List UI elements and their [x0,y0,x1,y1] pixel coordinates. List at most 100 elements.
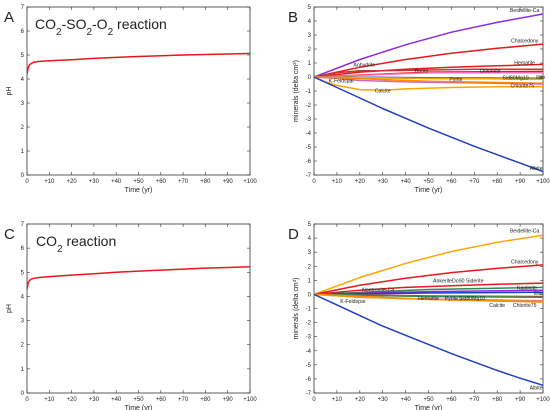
panel-d-plot: 0 +10 +20 +30 +40 +50 +60 +70 +80 +90 +100 -7 -6 -5 -4… [293,222,550,410]
y-tick-label: 6 [21,29,25,35]
y-tick-label: -6 [306,159,312,165]
x-tick-label: +80 [492,397,503,403]
x-tick-label: +60 [446,397,457,403]
x-tick-label: +70 [178,179,189,185]
series-line-chlorite75 [314,293,543,303]
x-tick-label: +90 [223,397,234,403]
x-tick-label: +80 [200,179,211,185]
series-line-ph [27,52,250,75]
panel-a-x-axis-title: Time (yr) [125,187,153,194]
y-tick-label: 1 [308,61,312,67]
x-tick-label: +30 [378,397,389,403]
series-label-chlorite75: Chlorite75 [511,83,535,89]
x-tick-label: +20 [355,397,366,403]
y-tick-label: 4 [21,77,25,83]
y-tick-label: 4 [308,19,312,25]
panel-a-plot: 0 +10 +20 +30 +40 +50 +60 +70 +80 +90 +100 0 1 2 3 4 5 6 7… [6,5,257,194]
y-tick-label: 5 [308,222,312,228]
panel-c-x-axis-title: Time (yr) [125,405,153,410]
x-tick-label: +40 [111,397,122,403]
series-label-beidellite-ca: Beidellite-Ca [510,8,540,14]
series-line-illite [314,291,543,296]
panel-d-y-axis-title: minerals (delta cm³) [293,278,300,340]
y-tick-label: 7 [21,5,25,11]
panel-b-plot: 0 +10 +20 +30 +40 +50 +60 +70 +80 +90 +100 -7 -6 -5 -4… [293,5,550,194]
panel-c-letter: C [4,226,15,243]
panel-b-x-axis-title: Time (yr) [415,187,443,194]
y-tick-label: 1 [21,149,25,155]
series-line-dolomite [314,72,543,78]
series-label-nontronite-ca: Nontronite-Ca [362,287,394,293]
x-tick-label: +100 [243,179,257,185]
x-tick-label: +80 [200,397,211,403]
panel-b-series-group [314,13,543,173]
series-label-chalcedony: Chalcedony [511,39,539,45]
series-label-pyrite: Pyrite [449,77,462,83]
x-tick-label: +20 [67,397,78,403]
y-tick-label: 0 [21,391,25,397]
y-tick-label: 0 [21,173,25,179]
y-tick-label: -1 [306,307,312,313]
y-tick-label: 4 [21,294,25,300]
x-tick-label: +60 [156,397,167,403]
y-tick-label: 2 [21,343,25,349]
x-tick-label: +100 [536,179,550,185]
y-tick-label: 5 [308,5,312,11]
x-tick-label: +90 [515,179,526,185]
x-tick-label: +50 [423,397,434,403]
y-tick-label: -2 [306,103,312,109]
x-tick-label: +40 [401,397,412,403]
x-tick-label: +60 [156,179,167,185]
y-tick-label: 0 [308,292,312,298]
series-line-pyrite [314,76,543,80]
y-tick-label: 3 [21,101,25,107]
series-line-albite [314,293,543,386]
panel-a-title: CO2-SO2-O2 reaction [35,16,167,38]
series-label-barite: Barite [415,69,429,75]
series-label-hematite: Hematite [514,60,535,66]
panel-a-letter: A [4,9,14,26]
series-label-albite: Albite [530,166,543,172]
x-tick-label: +20 [67,179,78,185]
panel-d: D [288,226,299,243]
series-line-beidellite-ca [314,234,543,296]
panel-a: A [4,9,14,26]
y-tick-label: 6 [21,246,25,252]
x-tick-label: 0 [312,179,316,185]
panel-d-x-axis-title: Time (yr) [415,405,443,410]
x-tick-label: +10 [332,179,343,185]
x-tick-label: +80 [492,179,503,185]
y-tick-label: 5 [21,270,25,276]
panel-d-letter: D [288,226,299,243]
y-tick-label: 7 [21,222,25,228]
x-tick-label: +30 [89,397,100,403]
series-label-calcite: Calcite [375,88,391,94]
x-tick-label: 0 [25,397,29,403]
y-tick-label: -7 [306,173,312,179]
series-line-chlorite75 [314,76,543,85]
panel-a-series-group [27,52,250,75]
x-tick-label: +70 [469,179,480,185]
x-tick-label: 0 [25,179,29,185]
y-tick-label: 3 [308,33,312,39]
panel-b-letter: B [288,9,298,26]
panel-d-series-group [314,234,543,386]
x-tick-label: +10 [44,179,55,185]
series-line-chalcedony [314,264,543,296]
series-label-sid80mg10: Sid80Mg10 [459,296,485,302]
panel-b-y-axis-title: minerals (delta cm³) [293,60,300,122]
series-line-beidellite-ca [314,13,543,78]
y-tick-label: 0 [308,75,312,81]
x-tick-label: +30 [378,179,389,185]
x-tick-label: +90 [515,397,526,403]
y-tick-label: -7 [306,391,312,397]
y-tick-label: -4 [306,131,312,137]
series-line-albite [314,76,543,173]
x-tick-label: 0 [312,397,316,403]
panel-c-title: CO2 reaction [36,233,116,255]
x-tick-label: +10 [44,397,55,403]
x-tick-label: +10 [332,397,343,403]
series-label-ankeritedo90-siderite: AnkeriteDo90 Siderite [433,278,484,284]
x-tick-label: +50 [423,179,434,185]
panel-c-y-axis-title: pH [6,304,13,313]
